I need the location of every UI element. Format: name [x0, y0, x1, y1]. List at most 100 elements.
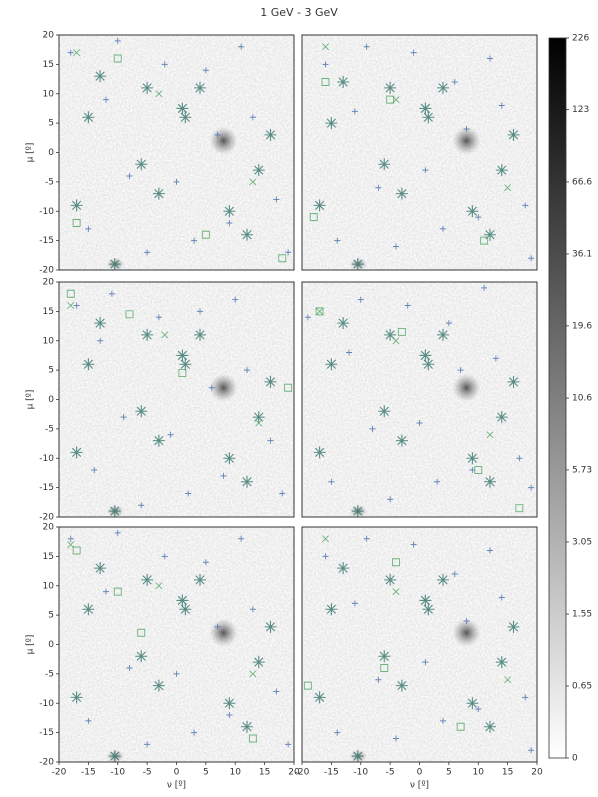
- marker: [498, 102, 505, 109]
- marker: [220, 472, 227, 479]
- marker: [126, 173, 133, 179]
- marker: [397, 327, 406, 336]
- sky-map: [59, 527, 294, 762]
- marker: [113, 54, 122, 63]
- marker: [346, 349, 352, 356]
- colorbar-tick-label: 3.05: [572, 537, 592, 547]
- marker: [176, 102, 189, 115]
- marker: [375, 676, 382, 683]
- marker: [416, 420, 423, 426]
- marker: [321, 43, 330, 51]
- colorbar-tick-label: 66.6: [572, 177, 592, 187]
- marker: [410, 541, 417, 548]
- marker: [194, 328, 206, 341]
- colorbar-tick-label: 19.6: [572, 321, 592, 331]
- y-axis-label: μ [º]: [26, 390, 36, 410]
- marker: [226, 712, 233, 718]
- marker: [384, 573, 397, 586]
- marker: [113, 587, 122, 596]
- marker: [378, 650, 391, 663]
- marker: [387, 496, 394, 503]
- marker: [125, 310, 134, 319]
- marker: [316, 307, 324, 315]
- y-tick-label: -20: [39, 513, 54, 523]
- marker: [152, 679, 165, 692]
- marker: [103, 96, 109, 103]
- marker: [419, 594, 432, 607]
- marker: [201, 230, 210, 239]
- marker: [507, 375, 520, 388]
- y-axis-label: μ [º]: [26, 143, 36, 163]
- marker: [315, 307, 324, 316]
- sky-map: [59, 35, 294, 270]
- x-tick-label: 5: [203, 768, 209, 778]
- marker: [73, 302, 80, 309]
- marker: [507, 128, 520, 141]
- y-tick-label: 15: [43, 60, 54, 70]
- x-tick-label: -10: [110, 768, 125, 778]
- marker: [504, 676, 512, 684]
- marker: [141, 573, 154, 586]
- marker: [137, 628, 146, 637]
- panel: [301, 281, 538, 518]
- marker: [155, 314, 162, 321]
- marker: [466, 452, 479, 465]
- marker: [249, 606, 256, 613]
- marker: [393, 243, 399, 250]
- marker: [252, 164, 265, 177]
- marker: [214, 623, 221, 630]
- marker: [70, 199, 83, 212]
- marker: [486, 431, 494, 439]
- marker: [255, 419, 263, 427]
- marker: [161, 61, 168, 68]
- marker: [466, 697, 479, 710]
- marker: [351, 108, 358, 115]
- y-tick-label: 5: [48, 366, 54, 376]
- sky-map: [302, 282, 537, 517]
- colorbar-tick-label: 1.55: [572, 610, 592, 620]
- marker: [238, 43, 245, 50]
- y-tick-label: 10: [43, 336, 55, 346]
- bright-blob: [209, 126, 238, 155]
- marker: [141, 328, 154, 341]
- marker: [375, 184, 382, 191]
- bright-blob: [209, 618, 238, 647]
- marker: [322, 553, 329, 560]
- marker: [155, 90, 163, 98]
- x-tick-label: 0: [174, 768, 180, 778]
- marker: [445, 320, 452, 327]
- marker: [392, 588, 400, 596]
- marker: [284, 383, 293, 392]
- marker: [357, 296, 364, 303]
- marker: [422, 167, 429, 174]
- marker: [241, 720, 253, 733]
- marker: [351, 600, 358, 607]
- marker: [363, 535, 370, 542]
- marker: [252, 411, 265, 424]
- marker: [484, 720, 496, 733]
- y-tick-label: -20: [39, 758, 54, 768]
- y-tick-label: -15: [39, 236, 54, 246]
- marker: [325, 117, 338, 130]
- x-tick-label: 20: [288, 768, 300, 778]
- bright-blob: [209, 373, 238, 402]
- colorbar-tick-label: 0.65: [572, 682, 592, 692]
- y-tick-label: -10: [39, 454, 54, 464]
- marker: [144, 249, 151, 256]
- marker: [304, 314, 311, 321]
- panel: -20 -15 -10 -5 0 5 10 15 20 μ [º]: [26, 31, 295, 276]
- marker: [466, 205, 479, 218]
- panel: -20 -15 -10 -5 0 5 10 15 20 -20 -15 -10 -5 0 5 10 15 20 μ …: [26, 523, 300, 791]
- marker: [515, 504, 524, 513]
- marker: [437, 81, 449, 94]
- marker: [392, 337, 400, 345]
- marker: [325, 358, 338, 371]
- y-tick-label: -10: [39, 207, 54, 217]
- marker: [178, 369, 187, 378]
- panel: -20 -15 -10 -5 0 5 10 15 20 μ [º]: [26, 278, 295, 523]
- marker: [108, 505, 121, 518]
- y-tick-label: -15: [39, 728, 54, 738]
- y-tick-label: 5: [48, 611, 54, 621]
- y-tick-label: 20: [43, 278, 55, 288]
